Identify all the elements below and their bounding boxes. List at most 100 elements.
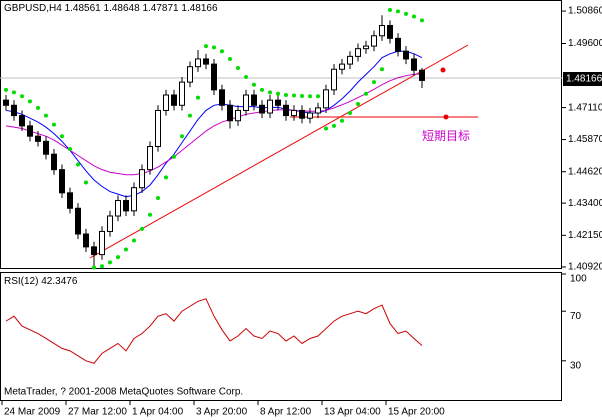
rsi-panel [0,272,562,401]
candle-body [107,215,113,232]
annotation: 短期目标 [422,129,470,143]
rsi-title: RSI(12) 42.3476 [4,276,78,287]
high-value: 1.48648 [104,3,141,14]
candle-body [187,66,193,83]
y-tick-label: 1.47110 [568,102,602,113]
rsi-line [5,298,423,364]
sar-dot [140,226,144,231]
candle-body [291,109,297,117]
candle-body [403,50,409,60]
sar-dot [340,118,344,123]
candle-body [131,187,137,212]
open-value: 1.48561 [65,3,102,14]
sar-dot [260,87,264,92]
sar-dot [332,123,336,128]
sar-dot [364,91,368,96]
sar-dot [244,74,248,79]
x-tick-label: 15 Apr 20:00 [388,407,445,418]
candle-body [251,94,257,106]
candle-body [283,104,289,117]
y-tick-label: 1.44620 [568,166,602,177]
candle-body [171,94,177,106]
footer: MetaTrader, ? 2001-2008 MetaQuotes Softw… [4,387,243,398]
y-tick-label: 1.43400 [568,198,602,209]
main-panel [0,0,562,269]
rsi-value: 42.3476 [41,276,78,287]
candle-body [275,99,281,106]
candle-body [259,104,265,114]
sar-dot [236,65,240,70]
rsi-name: RSI(12) [4,276,38,287]
trend-line [89,44,469,259]
x-tick-label: 3 Apr 20:00 [196,407,248,418]
y-tick-label: 1.42150 [568,230,602,241]
candle-body [395,37,401,52]
sar-dot [420,18,424,23]
y-tick-label: 1.50860 [568,6,602,17]
rsi-tick-label: 100 [570,274,587,285]
sar-dot [36,105,40,110]
sar-dot [52,122,56,127]
y-tick-label: 1.40920 [568,262,602,273]
sar-dot [316,94,320,99]
sar-dot [92,265,96,270]
candle-body [355,48,361,57]
candle-body [323,89,329,109]
sar-dot [68,147,72,152]
candle-body [379,24,385,37]
candle-body [219,89,225,106]
sar-dot [412,14,416,19]
y-tick-label: 1.49600 [568,38,602,49]
sar-dot [172,154,176,159]
candle-body [27,125,33,137]
candle-body [267,99,273,114]
sar-dot [132,238,136,243]
candle-body [363,45,369,50]
sar-dot [148,212,152,217]
sar-dot [220,49,224,54]
sar-dot [188,113,192,118]
x-tick-label: 24 Mar 2009 [4,407,61,418]
candle-body [315,107,321,114]
candle-body [35,135,41,142]
candle-body [51,153,57,171]
candle-body [11,104,17,117]
sar-dot [324,126,328,131]
y-tick-label: 1.45870 [568,134,602,145]
candle-body [163,94,169,111]
sar-dot [196,95,200,100]
price-box [563,72,602,86]
sar-dot [308,94,312,99]
title: GBPUSD,H4 1.48561 1.48648 1.47871 1.4816… [4,3,218,14]
sar-dot [44,113,48,118]
moving-average [5,50,423,198]
moving-average [5,73,423,176]
sar-dot [404,11,408,16]
sar-dot [228,56,232,61]
sar-dot [380,67,384,72]
close-value: 1.48166 [181,3,218,14]
sar-dot [276,91,280,96]
sar-dot [100,264,104,269]
candle-body [411,58,417,71]
rsi-tick-label: 30 [570,360,582,371]
symbol: GBPUSD,H4 [4,3,62,14]
sar-dot [84,180,88,185]
candle-body [299,109,305,119]
candle-body [331,68,337,91]
sar-dot [388,8,392,13]
sar-dot [180,134,184,139]
candle-body [147,145,153,171]
candle-body [387,24,393,39]
candle-body [235,109,241,122]
candle-body [371,35,377,47]
rsi-tick-label: 70 [570,311,582,322]
sar-dot [60,134,64,139]
candle-body [115,200,121,217]
low-value: 1.47871 [142,3,179,14]
candle-body [19,115,25,127]
x-tick-label: 1 Apr 04:00 [132,407,184,418]
candle-body [99,230,105,256]
candle-body [139,169,145,189]
